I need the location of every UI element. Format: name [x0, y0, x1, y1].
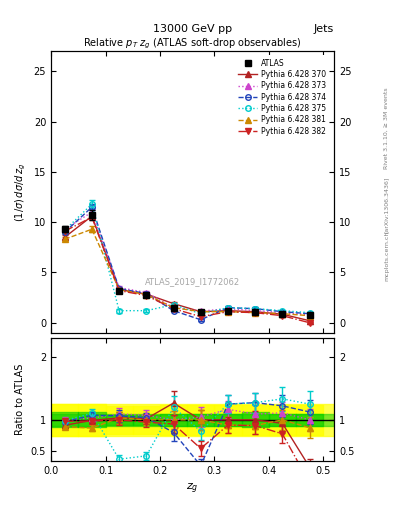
Text: 13000 GeV pp: 13000 GeV pp: [153, 24, 232, 34]
Text: ATLAS_2019_I1772062: ATLAS_2019_I1772062: [145, 278, 240, 287]
Title: Relative $p_T$ $z_g$ (ATLAS soft-drop observables): Relative $p_T$ $z_g$ (ATLAS soft-drop ob…: [83, 37, 302, 51]
Text: Rivet 3.1.10, ≥ 3M events: Rivet 3.1.10, ≥ 3M events: [384, 87, 389, 169]
Y-axis label: $(1/\sigma)\, d\sigma/d\, z_g$: $(1/\sigma)\, d\sigma/d\, z_g$: [14, 162, 28, 222]
X-axis label: $z_g$: $z_g$: [186, 481, 199, 496]
Text: Jets: Jets: [314, 24, 334, 34]
Bar: [51, 414, 334, 426]
Text: mcplots.cern.ch: mcplots.cern.ch: [384, 231, 389, 281]
Bar: [51, 404, 334, 436]
Legend: ATLAS, Pythia 6.428 370, Pythia 6.428 373, Pythia 6.428 374, Pythia 6.428 375, P: ATLAS, Pythia 6.428 370, Pythia 6.428 37…: [235, 55, 330, 139]
Y-axis label: Ratio to ATLAS: Ratio to ATLAS: [15, 364, 25, 435]
Text: [arXiv:1306.3436]: [arXiv:1306.3436]: [384, 177, 389, 233]
